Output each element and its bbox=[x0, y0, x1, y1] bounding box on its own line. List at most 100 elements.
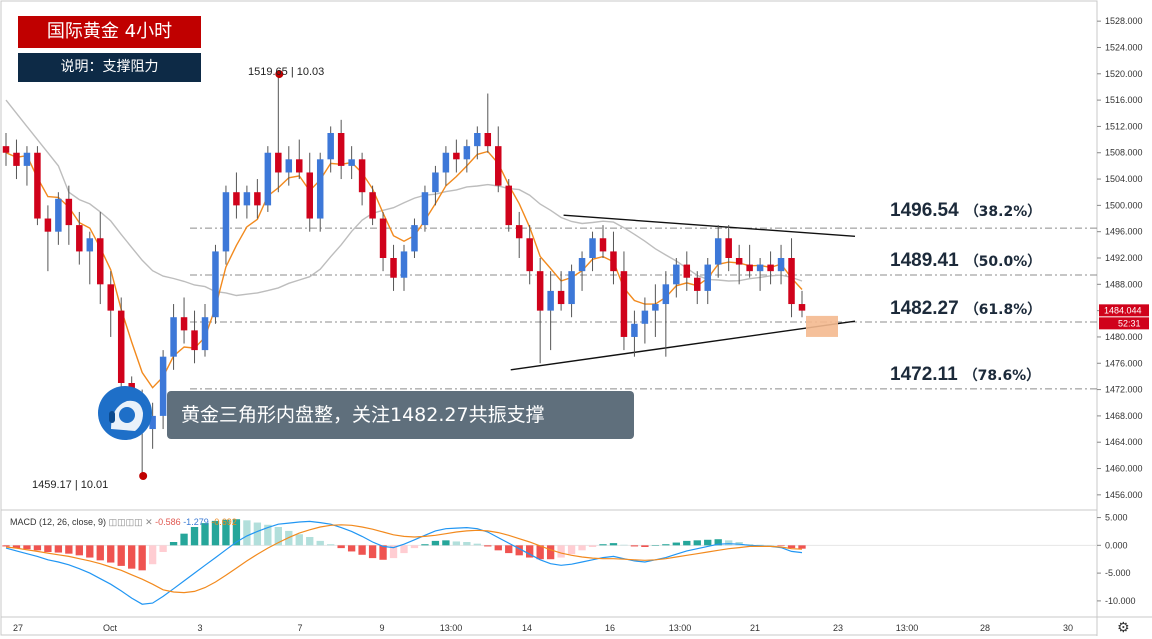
candle-body bbox=[777, 258, 785, 272]
macd-hist-bar bbox=[54, 545, 63, 553]
y-tick-label: 1472.000 bbox=[1105, 385, 1143, 395]
candle-body bbox=[610, 251, 617, 272]
macd-hist-bar bbox=[704, 539, 712, 546]
macd-hist-bar bbox=[190, 527, 199, 546]
macd-hist-bar bbox=[264, 524, 272, 546]
candle-body bbox=[578, 258, 586, 272]
macd-hist-bar bbox=[295, 534, 303, 546]
macd-hist-bar bbox=[557, 545, 565, 558]
candle-body bbox=[400, 251, 408, 278]
candle-body bbox=[474, 133, 481, 147]
macd-hist-bar bbox=[169, 542, 178, 546]
candle-body bbox=[13, 152, 20, 166]
x-tick-label: 14 bbox=[522, 623, 532, 633]
macd-line bbox=[5, 520, 803, 605]
macd-hist-bar bbox=[756, 544, 764, 546]
high-marker-dot bbox=[275, 70, 284, 79]
signal-line bbox=[5, 524, 803, 594]
last-price-timer: 52:31 bbox=[1118, 318, 1141, 328]
macd-hist-bar bbox=[777, 545, 785, 546]
macd-hist-bar bbox=[138, 545, 146, 571]
macd-hist-bar bbox=[787, 545, 796, 549]
macd-hist-bar bbox=[389, 545, 398, 559]
y-tick-label: 1492.000 bbox=[1105, 253, 1143, 263]
x-tick-label: 13:00 bbox=[669, 623, 692, 633]
y-tick-label: 1460.000 bbox=[1105, 464, 1143, 474]
candle-body bbox=[756, 264, 764, 272]
macd-hist-bar bbox=[180, 533, 188, 546]
triangle-upper-line bbox=[563, 214, 856, 237]
candle-body bbox=[694, 277, 701, 291]
candle-body bbox=[652, 304, 659, 311]
x-tick-label: 28 bbox=[980, 623, 990, 633]
macd-hist-bar bbox=[599, 544, 607, 546]
macd-hist-bar bbox=[515, 545, 523, 556]
candle-body bbox=[316, 159, 324, 219]
candle-body bbox=[390, 258, 397, 278]
candle-body bbox=[557, 290, 565, 305]
gear-icon[interactable]: ⚙ bbox=[1117, 619, 1130, 635]
macd-hist-bar bbox=[96, 545, 104, 561]
candle-body bbox=[149, 415, 156, 430]
candle-body bbox=[285, 159, 293, 173]
fib-level-618: 1482.27 （61.8%） bbox=[890, 298, 1042, 319]
candle-body bbox=[348, 159, 355, 166]
y-tick-label: 1520.000 bbox=[1105, 69, 1143, 79]
y-tick-label: 1468.000 bbox=[1105, 411, 1143, 421]
candle-body bbox=[411, 225, 418, 252]
macd-hist-bar bbox=[274, 527, 282, 546]
candle-body bbox=[767, 264, 774, 272]
x-tick-label: 21 bbox=[750, 623, 760, 633]
candle-body bbox=[442, 152, 450, 173]
y-tick-label: 1496.000 bbox=[1105, 227, 1143, 237]
macd-hist-bar bbox=[65, 545, 73, 554]
last-price-tag bbox=[1099, 304, 1149, 317]
macd-hist-bar bbox=[232, 519, 241, 546]
macd-hist-bar bbox=[253, 522, 262, 546]
macd-hist-bar bbox=[484, 545, 492, 547]
candle-body bbox=[55, 198, 62, 232]
macd-hist-bar bbox=[683, 540, 691, 546]
candle-body bbox=[107, 284, 114, 311]
candle-body bbox=[159, 356, 167, 416]
macd-hist-bar bbox=[128, 545, 136, 569]
macd-y-tick-label: -10.000 bbox=[1105, 596, 1136, 606]
candle-body bbox=[495, 146, 502, 186]
y-tick-label: 1456.000 bbox=[1105, 490, 1143, 500]
candle-body bbox=[599, 238, 607, 252]
macd-hist-bar bbox=[578, 545, 586, 551]
macd-hist-bar bbox=[222, 519, 230, 546]
macd-hist-bar bbox=[368, 545, 377, 559]
candle-body bbox=[233, 192, 240, 206]
candle-body bbox=[662, 284, 670, 305]
high-marker-label: 1519.65 | 10.03 bbox=[248, 66, 325, 78]
macd-legend: MACD (12, 26, close, 9) ◫◫◫◫ ✕ -0.586 -1… bbox=[10, 517, 237, 527]
x-tick-label: 13:00 bbox=[440, 623, 463, 633]
macd-hist-bar bbox=[243, 520, 251, 546]
candle-body bbox=[379, 218, 387, 258]
candle-body bbox=[515, 225, 523, 239]
y-tick-label: 1488.000 bbox=[1105, 279, 1143, 289]
candle-body bbox=[547, 290, 554, 311]
fib-level-50: 1489.41 （50.0%） bbox=[890, 250, 1042, 271]
macd-hist-bar bbox=[672, 542, 680, 546]
x-tick-label: 30 bbox=[1063, 623, 1073, 633]
x-tick-label: 13:00 bbox=[896, 623, 919, 633]
macd-hist-bar bbox=[651, 545, 660, 546]
macd-hist-bar bbox=[107, 545, 115, 563]
candle-body bbox=[201, 317, 209, 351]
low-marker-label: 1459.17 | 10.01 bbox=[32, 479, 109, 491]
macd-hist-bar bbox=[463, 542, 471, 546]
macd-hist-bar bbox=[358, 545, 366, 555]
macd-hist-bar bbox=[337, 545, 345, 549]
macd-hist-bar bbox=[421, 544, 429, 546]
x-tick-label: 23 bbox=[833, 623, 843, 633]
macd-hist-bar bbox=[117, 545, 125, 566]
macd-hist-bar bbox=[662, 544, 670, 546]
y-tick-label: 1516.000 bbox=[1105, 95, 1143, 105]
x-tick-label: Oct bbox=[103, 623, 118, 633]
x-tick-label: 7 bbox=[297, 623, 302, 633]
candle-body bbox=[746, 264, 753, 272]
macd-y-tick-label: -5.000 bbox=[1105, 568, 1131, 578]
